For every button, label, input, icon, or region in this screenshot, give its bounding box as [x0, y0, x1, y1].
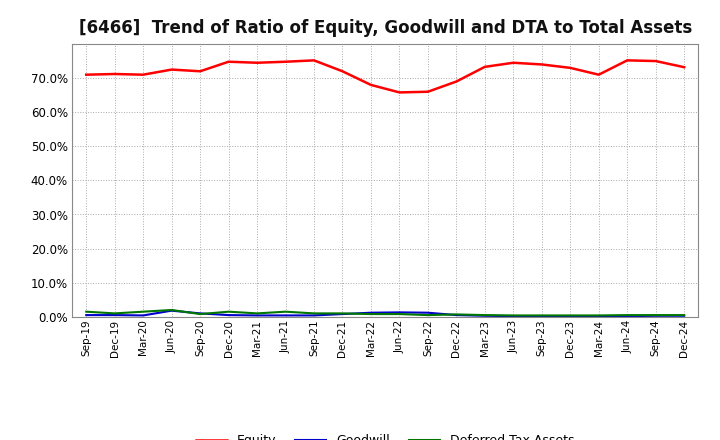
Line: Goodwill: Goodwill: [86, 311, 684, 316]
Deferred Tax Assets: [282, 309, 290, 314]
Equity: [196, 69, 204, 74]
Goodwill: [652, 313, 660, 319]
Equity: [167, 67, 176, 72]
Deferred Tax Assets: [139, 309, 148, 314]
Equity: [110, 71, 119, 77]
Goodwill: [595, 313, 603, 319]
Equity: [423, 89, 432, 94]
Goodwill: [680, 313, 688, 319]
Deferred Tax Assets: [82, 309, 91, 314]
Goodwill: [110, 312, 119, 318]
Line: Equity: Equity: [86, 60, 684, 92]
Deferred Tax Assets: [509, 313, 518, 318]
Legend: Equity, Goodwill, Deferred Tax Assets: Equity, Goodwill, Deferred Tax Assets: [191, 429, 580, 440]
Deferred Tax Assets: [167, 307, 176, 312]
Title: [6466]  Trend of Ratio of Equity, Goodwill and DTA to Total Assets: [6466] Trend of Ratio of Equity, Goodwil…: [78, 19, 692, 37]
Equity: [480, 64, 489, 70]
Goodwill: [423, 310, 432, 315]
Goodwill: [310, 313, 318, 318]
Deferred Tax Assets: [537, 313, 546, 318]
Deferred Tax Assets: [452, 312, 461, 317]
Goodwill: [537, 313, 546, 319]
Goodwill: [338, 312, 347, 317]
Deferred Tax Assets: [623, 312, 631, 318]
Line: Deferred Tax Assets: Deferred Tax Assets: [86, 310, 684, 315]
Deferred Tax Assets: [253, 311, 261, 316]
Equity: [139, 72, 148, 77]
Equity: [595, 72, 603, 77]
Goodwill: [366, 310, 375, 315]
Deferred Tax Assets: [310, 311, 318, 316]
Equity: [310, 58, 318, 63]
Goodwill: [509, 313, 518, 319]
Equity: [225, 59, 233, 64]
Deferred Tax Assets: [225, 309, 233, 314]
Equity: [509, 60, 518, 66]
Deferred Tax Assets: [652, 312, 660, 318]
Goodwill: [480, 313, 489, 319]
Goodwill: [282, 313, 290, 318]
Goodwill: [253, 313, 261, 318]
Equity: [680, 65, 688, 70]
Equity: [537, 62, 546, 67]
Goodwill: [196, 311, 204, 316]
Equity: [652, 59, 660, 64]
Deferred Tax Assets: [395, 312, 404, 317]
Deferred Tax Assets: [680, 312, 688, 318]
Goodwill: [139, 313, 148, 318]
Equity: [566, 65, 575, 70]
Deferred Tax Assets: [366, 312, 375, 317]
Goodwill: [225, 312, 233, 318]
Deferred Tax Assets: [480, 312, 489, 318]
Equity: [395, 90, 404, 95]
Goodwill: [82, 312, 91, 318]
Equity: [623, 58, 631, 63]
Equity: [366, 82, 375, 88]
Goodwill: [395, 310, 404, 315]
Deferred Tax Assets: [338, 311, 347, 316]
Goodwill: [452, 312, 461, 318]
Equity: [82, 72, 91, 77]
Deferred Tax Assets: [566, 313, 575, 318]
Deferred Tax Assets: [110, 311, 119, 316]
Equity: [282, 59, 290, 64]
Goodwill: [623, 313, 631, 319]
Equity: [253, 60, 261, 66]
Equity: [338, 69, 347, 74]
Deferred Tax Assets: [595, 313, 603, 318]
Goodwill: [566, 313, 575, 319]
Deferred Tax Assets: [423, 312, 432, 318]
Deferred Tax Assets: [196, 312, 204, 317]
Equity: [452, 79, 461, 84]
Goodwill: [167, 308, 176, 313]
